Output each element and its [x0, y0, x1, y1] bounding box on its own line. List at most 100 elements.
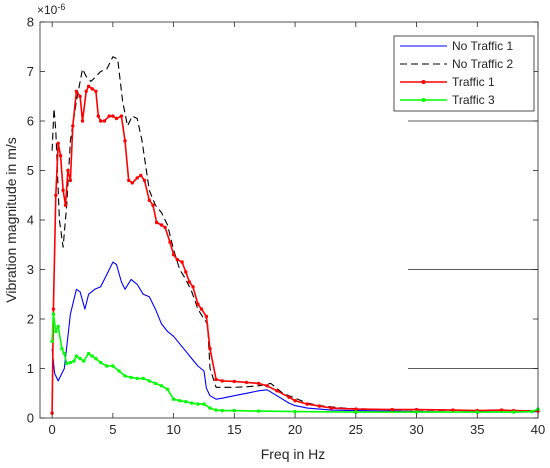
data-point [220, 408, 224, 413]
data-point [151, 203, 155, 207]
data-point [530, 409, 534, 414]
legend-box [393, 35, 535, 112]
series-layer [50, 56, 540, 415]
data-point [317, 404, 322, 408]
y-tick-label: 4 [27, 213, 34, 228]
data-point [105, 364, 109, 368]
legend-item: Traffic 1 [400, 75, 495, 89]
x-tick-label: 5 [109, 422, 116, 437]
data-point [80, 119, 85, 123]
data-point [184, 400, 188, 404]
data-point [153, 381, 158, 386]
data-point [287, 395, 291, 399]
data-point [114, 116, 119, 121]
data-point [78, 94, 82, 99]
y-tick-label: 7 [27, 64, 34, 79]
data-point [54, 193, 58, 197]
data-point [141, 376, 145, 381]
data-point [196, 302, 200, 306]
data-point [50, 339, 54, 343]
data-point [127, 178, 131, 183]
legend-label: Traffic 3 [452, 93, 495, 107]
legend-items: No Traffic 1 No Traffic 2 Traffic 1 Traffic… [400, 39, 513, 107]
data-point [71, 124, 75, 128]
data-point [451, 408, 455, 412]
series-line [51, 56, 538, 412]
y-tick-label: 8 [27, 15, 34, 30]
data-point [199, 307, 204, 311]
x-tick-label: 0 [49, 422, 56, 437]
x-tick-label: 25 [349, 422, 363, 437]
data-point [232, 379, 236, 384]
data-point [62, 351, 66, 356]
data-point [204, 314, 209, 319]
data-point [244, 380, 249, 385]
data-point [175, 257, 179, 262]
data-point [56, 324, 60, 329]
data-point [214, 408, 218, 412]
legend-item: No Traffic 1 [400, 39, 513, 53]
data-point [111, 364, 115, 368]
data-point [130, 181, 134, 185]
y-axis-ticks: 0 1 2 3 4 5 6 7 8 [27, 15, 538, 426]
data-point [123, 374, 127, 378]
legend-label: No Traffic 2 [452, 57, 513, 71]
data-point [51, 312, 56, 316]
data-point [414, 410, 419, 414]
data-point [202, 402, 206, 406]
x-axis-title: Freq in Hz [261, 446, 326, 462]
data-point [191, 285, 195, 289]
y-tick-label: 0 [27, 411, 34, 426]
x-tick-label: 30 [409, 422, 423, 437]
data-point [78, 356, 82, 361]
legend-marker [421, 80, 426, 84]
data-point [159, 384, 164, 388]
data-point [390, 407, 394, 412]
x-tick-label: 40 [531, 422, 545, 437]
data-point [142, 178, 147, 183]
legend-label: No Traffic 1 [452, 39, 513, 53]
y-tick-label: 6 [27, 114, 34, 129]
data-point [135, 176, 139, 180]
data-point [72, 359, 76, 363]
data-point [135, 376, 139, 381]
series-4 [50, 312, 540, 414]
data-point [94, 356, 98, 361]
series-3 [50, 84, 540, 415]
x-tick-label: 35 [470, 422, 484, 437]
data-point [265, 384, 269, 388]
series-line [51, 261, 539, 413]
data-point [61, 188, 65, 192]
x-tick-label: 15 [227, 422, 241, 437]
data-point [163, 225, 167, 230]
data-point [94, 89, 98, 94]
series-1 [51, 261, 539, 413]
legend-item: Traffic 3 [400, 93, 495, 107]
data-point [68, 178, 73, 183]
data-point [96, 114, 101, 118]
data-point [208, 406, 212, 410]
data-point [220, 379, 224, 383]
data-point [147, 198, 151, 202]
series-2 [51, 56, 538, 412]
y-exponent-label: ×10-6 [37, 2, 65, 17]
y-tick-label: 1 [27, 361, 34, 376]
data-point [147, 379, 151, 383]
data-point [208, 347, 212, 351]
data-point [305, 402, 309, 406]
y-tick-label: 3 [27, 262, 34, 277]
reference-lines [408, 120, 538, 369]
data-point [86, 84, 91, 89]
y-tick-label: 2 [27, 312, 34, 327]
data-point [190, 401, 194, 405]
data-point [58, 154, 63, 158]
data-point [66, 168, 70, 173]
x-tick-label: 20 [288, 422, 302, 437]
data-point [354, 407, 358, 411]
data-point [171, 253, 176, 257]
data-point [168, 240, 172, 244]
data-point [414, 407, 419, 412]
data-point [154, 220, 159, 225]
data-point [107, 114, 111, 118]
